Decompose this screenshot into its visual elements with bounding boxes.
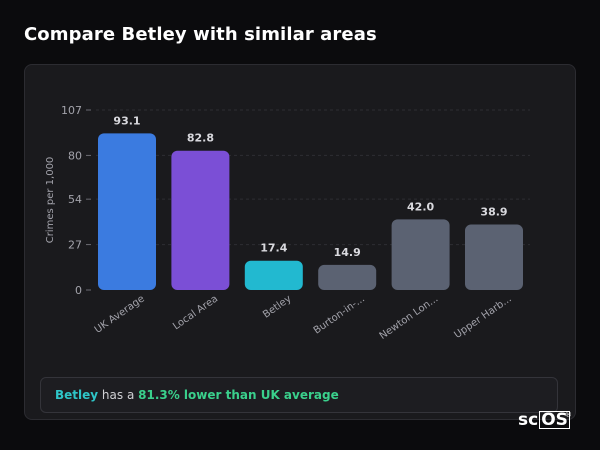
- bar-value-label-3: 14.9: [334, 246, 361, 259]
- x-tick-label-1: Local Area: [171, 293, 220, 332]
- y-axis-label: Crimes per 1,000: [45, 157, 56, 244]
- logo-text-a: sc: [518, 410, 539, 430]
- bar-2: [244, 260, 303, 290]
- y-tick-label-1: 27: [68, 239, 82, 252]
- page-title: Compare Betley with similar areas: [24, 24, 377, 45]
- bar-0: [98, 133, 156, 290]
- y-tick-label-3: 80: [68, 149, 82, 162]
- summary-highlight: 81.3% lower than UK average: [138, 388, 339, 402]
- summary-place: Betley: [55, 388, 99, 402]
- x-tick-label-2: Betley: [261, 293, 293, 320]
- x-tick-label-4: Newton Lon...: [378, 293, 441, 341]
- summary-banner: Betley has a 81.3% lower than UK average: [40, 377, 558, 413]
- bar-value-label-5: 38.9: [480, 206, 507, 219]
- scos-logo: sc OS ®: [518, 409, 572, 431]
- logo-reg-mark: ®: [565, 411, 572, 419]
- x-tick-label-5: Upper Harb...: [452, 293, 513, 341]
- y-tick-label-4: 107: [61, 104, 82, 117]
- bar-4: [391, 219, 450, 290]
- bar-1: [171, 150, 230, 290]
- bar-value-label-0: 93.1: [113, 114, 140, 127]
- bar-3: [318, 264, 377, 290]
- y-tick-label-0: 0: [75, 284, 82, 297]
- summary-text: has a: [98, 388, 139, 402]
- x-tick-label-0: UK Average: [93, 293, 147, 335]
- bar-value-label-2: 17.4: [260, 242, 287, 255]
- x-tick-label-3: Burton-in-...: [312, 293, 367, 336]
- bar-5: [465, 224, 523, 290]
- y-tick-label-2: 54: [68, 193, 82, 206]
- logo-text-b: OS: [539, 410, 570, 430]
- bar-value-label-1: 82.8: [187, 132, 214, 145]
- bar-value-label-4: 42.0: [407, 200, 434, 213]
